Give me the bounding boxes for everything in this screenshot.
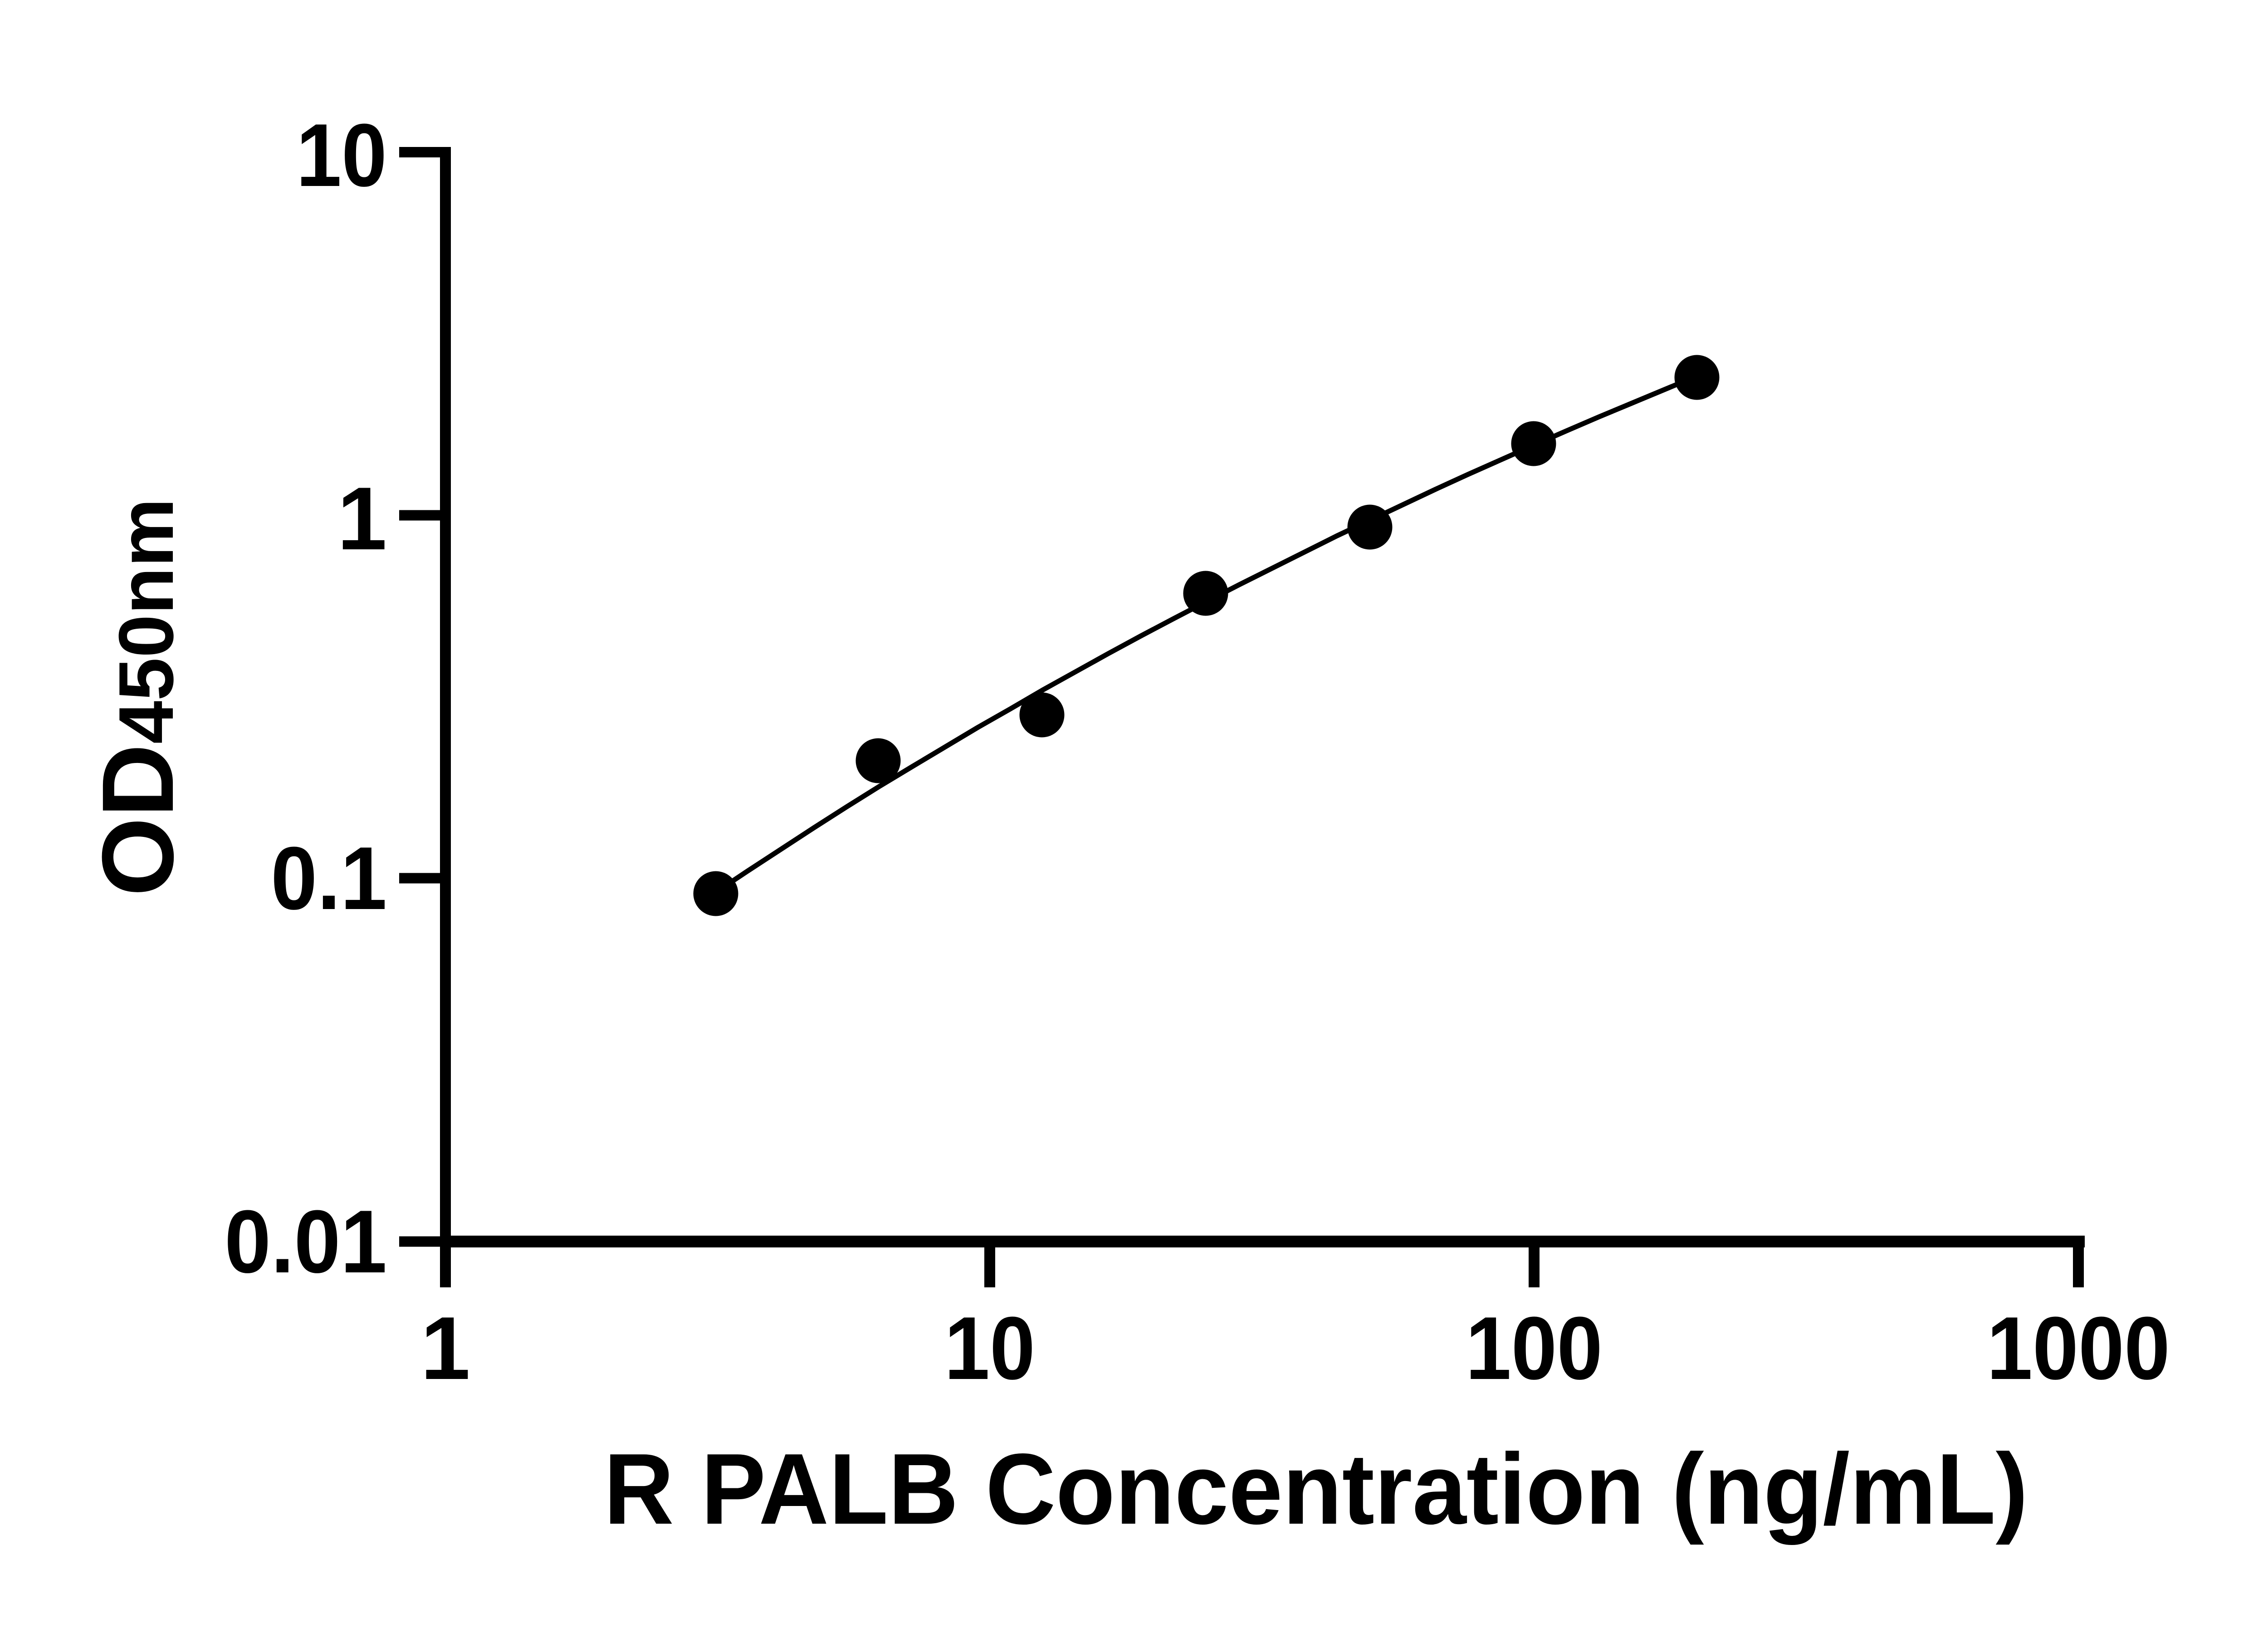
svg-text:10: 10 — [944, 1298, 1035, 1398]
svg-text:0.1: 0.1 — [271, 828, 387, 928]
svg-text:0.01: 0.01 — [225, 1192, 387, 1291]
svg-text:1: 1 — [337, 469, 387, 568]
svg-text:1: 1 — [420, 1298, 470, 1398]
svg-text:100: 100 — [1466, 1298, 1603, 1398]
svg-text:10: 10 — [296, 105, 387, 205]
svg-text:1000: 1000 — [1987, 1298, 2170, 1398]
svg-text:R PALB Concentration (ng/mL): R PALB Concentration (ng/mL) — [604, 1433, 2028, 1545]
